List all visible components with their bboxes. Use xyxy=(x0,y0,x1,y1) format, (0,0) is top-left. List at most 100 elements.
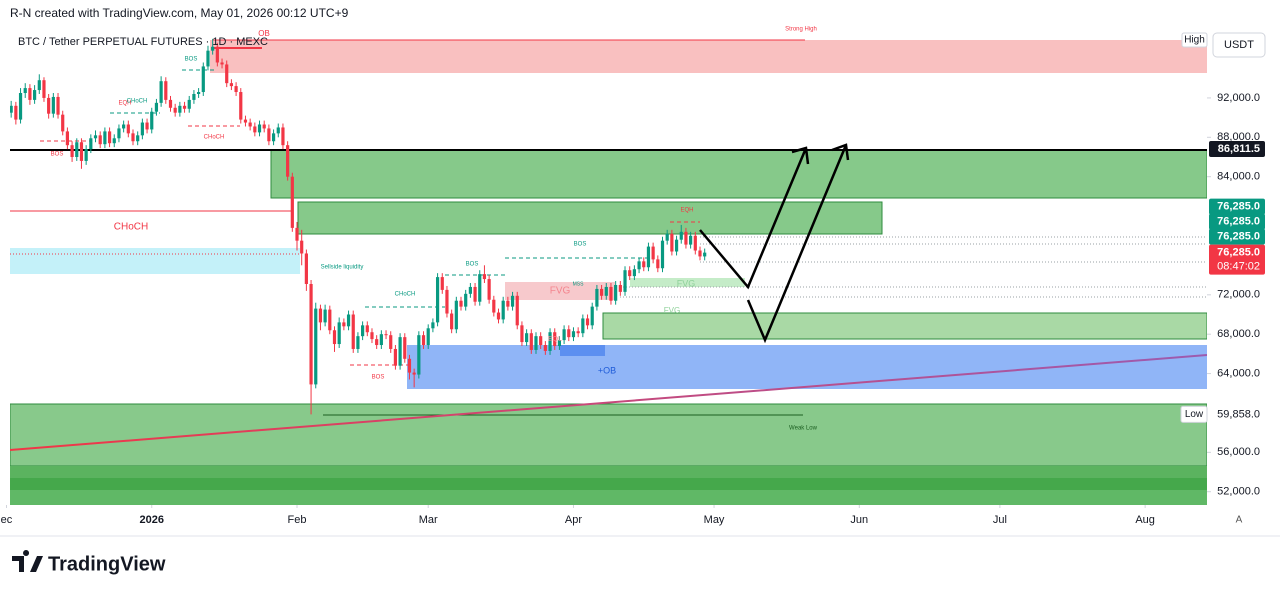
candle-body xyxy=(150,111,154,130)
candle-body xyxy=(389,335,393,349)
candle-body xyxy=(571,331,576,338)
candle-body xyxy=(557,340,562,347)
candle-body xyxy=(703,252,707,257)
candle-body xyxy=(346,314,351,327)
auto-button[interactable] xyxy=(1231,512,1247,528)
price-label-box xyxy=(1209,141,1265,158)
annotation: BOS xyxy=(51,152,64,158)
candle-body xyxy=(473,286,477,302)
candle-body xyxy=(356,336,360,349)
candle-body xyxy=(323,309,327,323)
candle-body xyxy=(426,328,430,346)
candle-body xyxy=(440,277,444,290)
candle-body xyxy=(674,239,679,252)
countdown: 08:47:02 xyxy=(1217,261,1260,273)
price-label-box xyxy=(1209,406,1265,423)
candle-body xyxy=(403,337,407,359)
candle-body xyxy=(365,325,369,333)
candle-body xyxy=(618,284,622,292)
candle-body xyxy=(304,253,308,284)
annotation: BOS xyxy=(372,375,385,381)
candle-body xyxy=(525,333,529,343)
candle-body xyxy=(309,283,313,385)
currency[interactable]: USDT xyxy=(1224,39,1254,51)
candle-body xyxy=(136,135,140,142)
candle-body xyxy=(290,176,294,228)
candle-body xyxy=(295,227,299,241)
y-tick-label: 64,000.0 xyxy=(1217,367,1260,379)
candle-body xyxy=(122,124,126,129)
supply-zone xyxy=(297,201,883,235)
projection-arrow xyxy=(699,146,810,290)
low-zone xyxy=(10,466,1207,478)
candle-body xyxy=(614,284,618,301)
candle-body xyxy=(103,131,107,145)
candle-body xyxy=(492,299,496,313)
candle-body xyxy=(126,124,130,134)
candle-body xyxy=(412,372,416,375)
candle-body xyxy=(656,259,660,269)
candle-body xyxy=(515,295,519,326)
candle-body xyxy=(164,81,168,100)
candle-body xyxy=(56,96,60,115)
candle-body xyxy=(300,240,304,254)
candle-body xyxy=(243,119,248,123)
candle-body xyxy=(276,127,280,134)
candle-body xyxy=(604,286,608,296)
candle-body xyxy=(459,300,463,307)
currency-button[interactable] xyxy=(1212,32,1266,58)
candle-body xyxy=(197,92,201,94)
candle-body xyxy=(117,128,121,139)
candle-body xyxy=(361,325,365,337)
low-zone xyxy=(10,478,1207,490)
candle-body xyxy=(84,149,88,161)
candle-body xyxy=(646,246,651,268)
candle-body xyxy=(464,293,468,307)
candle-body xyxy=(201,66,205,93)
candle-body xyxy=(496,312,501,320)
candle-body xyxy=(271,133,276,142)
candle-body xyxy=(5,113,8,119)
candle-body xyxy=(14,105,18,120)
structure-lines xyxy=(40,69,700,366)
candle-body xyxy=(51,96,55,114)
candle-body xyxy=(660,240,665,269)
candle-body xyxy=(637,261,641,270)
candle-body xyxy=(93,135,98,139)
candle-body xyxy=(23,88,27,94)
annotation: FVG xyxy=(550,286,571,297)
candle-body xyxy=(229,83,234,87)
demand-zone xyxy=(270,149,1207,199)
candle-body xyxy=(421,335,426,346)
auto-label[interactable]: A xyxy=(1236,515,1243,526)
candles xyxy=(5,38,707,415)
candle-body xyxy=(328,309,332,331)
candle-body xyxy=(342,322,346,327)
candle-body xyxy=(220,62,224,65)
y-tick-label: 72,000.0 xyxy=(1217,289,1260,301)
candle-body xyxy=(281,127,285,146)
annotation: CHoCH xyxy=(395,292,416,298)
candle-body xyxy=(431,322,435,329)
annotation: Strong High xyxy=(785,27,817,33)
candle-body xyxy=(543,345,547,351)
candle-body xyxy=(211,46,215,51)
candle-body xyxy=(262,124,266,129)
candle-body xyxy=(539,336,543,346)
price-label: 76,285.0 xyxy=(1217,201,1260,213)
price-label: 59,858.0 xyxy=(1217,408,1260,420)
high-tag-text: High xyxy=(1184,35,1205,46)
candle-body xyxy=(478,274,482,302)
y-tick-label: 56,000.0 xyxy=(1217,446,1260,458)
candle-body xyxy=(520,325,524,343)
candle-body xyxy=(248,122,252,127)
candle-body xyxy=(628,270,632,277)
candle-body xyxy=(689,235,693,245)
candle-body xyxy=(70,145,74,157)
candle-body xyxy=(398,337,402,366)
annotation: BOS xyxy=(466,262,479,268)
candle-body xyxy=(187,99,191,109)
candle-body xyxy=(670,233,674,252)
candle-body xyxy=(61,114,65,132)
overlay xyxy=(699,143,850,344)
